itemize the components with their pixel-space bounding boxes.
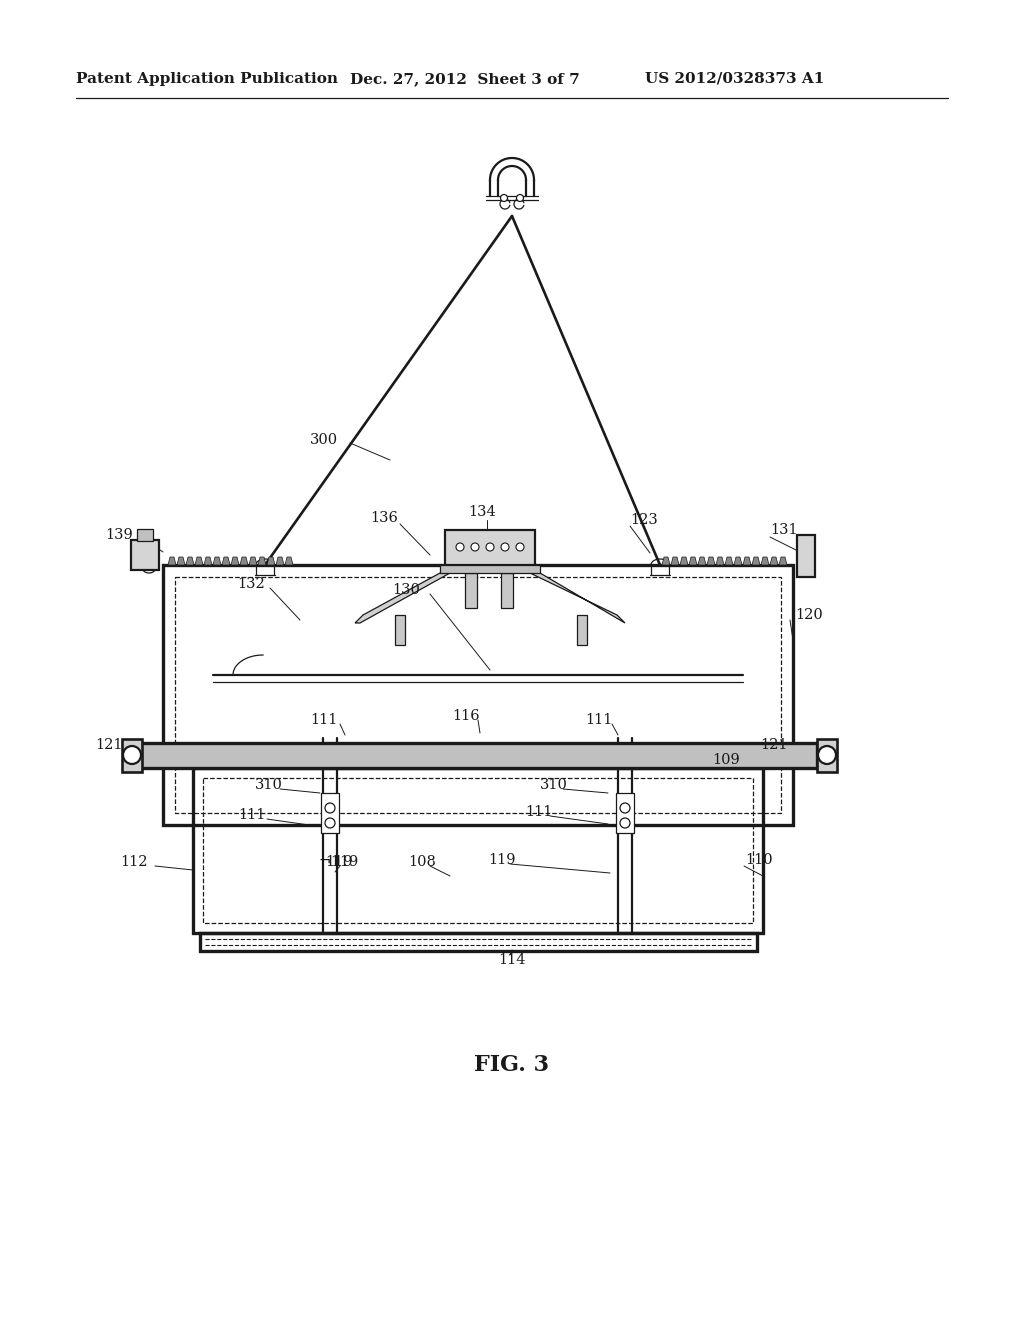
Polygon shape [752,557,760,565]
Polygon shape [716,557,724,565]
Polygon shape [770,557,778,565]
Circle shape [325,803,335,813]
Text: 111: 111 [310,713,337,727]
Bar [321,793,339,833]
Polygon shape [222,557,230,565]
Circle shape [501,194,508,202]
Circle shape [486,543,494,550]
Polygon shape [267,557,275,565]
Bar [163,565,793,825]
Polygon shape [734,557,742,565]
Text: 131: 131 [770,523,798,537]
Circle shape [456,543,464,550]
Text: 108: 108 [408,855,436,869]
Polygon shape [680,557,688,565]
Text: 120: 120 [795,609,822,622]
Circle shape [123,746,141,764]
Circle shape [516,194,523,202]
Bar [616,793,634,833]
Text: 116: 116 [452,709,479,723]
Text: Dec. 27, 2012  Sheet 3 of 7: Dec. 27, 2012 Sheet 3 of 7 [350,73,580,86]
Bar [203,777,753,923]
Text: 300: 300 [310,433,338,447]
Text: 111: 111 [238,808,265,822]
Text: 121: 121 [95,738,123,752]
Text: FIG. 3: FIG. 3 [474,1053,550,1076]
Polygon shape [761,557,769,565]
Polygon shape [177,557,185,565]
Text: 121: 121 [760,738,787,752]
Polygon shape [725,557,733,565]
Bar [200,933,757,950]
Circle shape [471,543,479,550]
Text: 110: 110 [745,853,773,867]
Text: 123: 123 [630,513,657,527]
Text: 112: 112 [120,855,147,869]
Polygon shape [204,557,212,565]
Text: 109: 109 [712,752,739,767]
Circle shape [501,543,509,550]
Text: 130: 130 [392,583,420,597]
Bar [395,615,406,645]
Text: Patent Application Publication: Patent Application Publication [76,73,338,86]
Text: 111: 111 [585,713,612,727]
Bar [501,573,513,609]
Bar [797,535,815,577]
Bar [465,573,477,609]
Polygon shape [195,557,203,565]
Polygon shape [662,557,670,565]
Polygon shape [258,557,266,565]
Text: $\neg$119: $\neg$119 [318,854,359,870]
Polygon shape [231,557,239,565]
Text: 119: 119 [325,855,352,869]
Polygon shape [698,557,706,565]
Polygon shape [276,557,284,565]
Text: 136: 136 [370,511,398,525]
Bar [193,768,763,933]
Bar [817,739,837,772]
Text: 111: 111 [525,805,552,818]
Bar [577,615,587,645]
Bar [445,531,535,565]
Polygon shape [689,557,697,565]
Circle shape [620,803,630,813]
Circle shape [818,746,836,764]
Polygon shape [168,557,176,565]
Polygon shape [671,557,679,565]
Polygon shape [530,573,625,623]
Polygon shape [186,557,194,565]
Text: 132: 132 [237,577,265,591]
Bar [122,739,142,772]
Circle shape [325,818,335,828]
Text: 310: 310 [255,777,283,792]
Text: 134: 134 [468,506,496,519]
Polygon shape [743,557,751,565]
Bar [140,743,817,768]
Bar [131,540,159,570]
Text: 310: 310 [540,777,568,792]
Polygon shape [355,573,450,623]
Text: 139: 139 [105,528,133,543]
Text: US 2012/0328373 A1: US 2012/0328373 A1 [645,73,824,86]
Polygon shape [779,557,787,565]
Text: 119: 119 [488,853,515,867]
Bar [137,529,153,541]
Text: 114: 114 [498,953,525,968]
Bar [440,565,540,573]
Polygon shape [213,557,221,565]
Circle shape [516,543,524,550]
Circle shape [620,818,630,828]
Polygon shape [249,557,257,565]
Polygon shape [285,557,293,565]
Bar [175,577,781,813]
Polygon shape [707,557,715,565]
Polygon shape [240,557,248,565]
